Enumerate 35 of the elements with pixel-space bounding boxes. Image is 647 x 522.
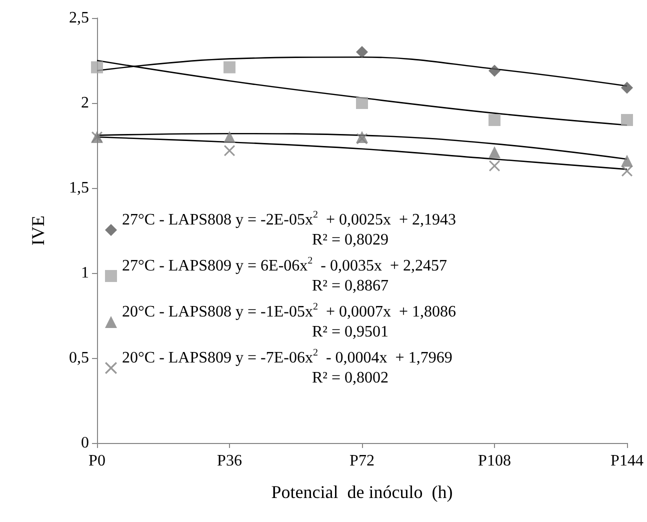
point xyxy=(488,146,500,158)
annotation: R² = 0,9501 xyxy=(312,324,388,340)
legend-label: 20°C - LAPS808 xyxy=(122,304,232,320)
y-tick-label: 0 xyxy=(81,434,89,452)
y-tick-label: 1 xyxy=(81,264,89,282)
annotation: R² = 0,8029 xyxy=(312,232,388,248)
y-tick-label: 2 xyxy=(81,94,89,112)
point xyxy=(488,64,500,77)
y-tick-label: 1,5 xyxy=(69,180,89,196)
point xyxy=(622,166,632,176)
point xyxy=(91,61,103,74)
point xyxy=(224,131,236,143)
legend-label: 27°C - LAPS808 xyxy=(122,212,232,228)
point xyxy=(224,145,235,156)
point xyxy=(488,114,500,126)
x-tick-label: P0 xyxy=(88,452,106,470)
point xyxy=(489,160,500,172)
point xyxy=(224,61,236,74)
annotation: R² = 0,8002 xyxy=(312,370,388,386)
legend-label: 20°C - LAPS809 xyxy=(122,350,232,366)
point xyxy=(356,97,368,109)
y-tick-label: 0,5 xyxy=(69,350,89,366)
x-tick-label: P72 xyxy=(350,452,374,470)
point xyxy=(621,114,633,126)
point xyxy=(356,46,368,58)
legend-label: 27°C - LAPS809 xyxy=(122,258,232,274)
x-tick-label: P108 xyxy=(478,452,511,470)
annotation: R² = 0,8867 xyxy=(312,278,388,294)
y-axis-title: IVE xyxy=(28,216,48,246)
point xyxy=(621,154,633,167)
y-tick-label: 2,5 xyxy=(69,10,89,26)
x-tick-label: P144 xyxy=(610,452,644,470)
point xyxy=(621,82,633,94)
x-tick-label: P36 xyxy=(217,452,242,470)
x-axis-title: Potencial de inóculo (h) xyxy=(271,482,453,502)
